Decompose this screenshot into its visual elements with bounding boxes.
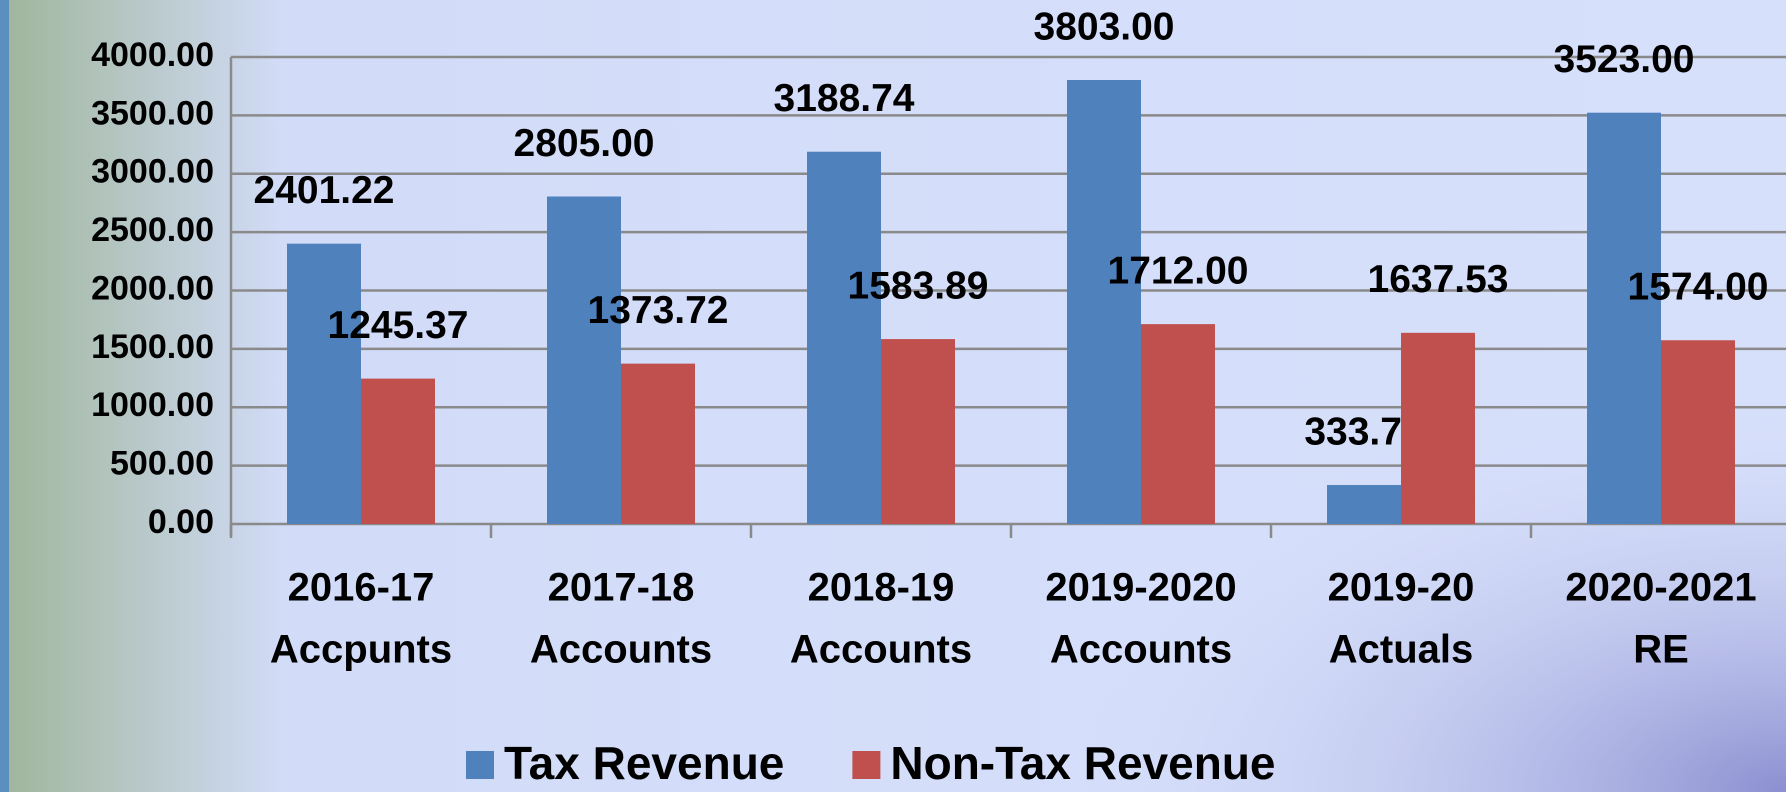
legend-swatch [466,751,494,779]
data-label: 2401.22 [254,169,395,212]
y-tick-label: 1500.00 [91,328,214,366]
bar [881,339,955,524]
bar [807,151,881,524]
bar [1401,332,1475,524]
y-tick-label: 4000.00 [91,36,214,74]
y-tick-label: 3000.00 [91,153,214,191]
bar [547,196,621,525]
y-tick-label: 2500.00 [91,211,214,249]
data-label: 1583.89 [848,264,989,307]
bar [287,243,361,524]
x-tick-label: Accounts [1050,628,1232,672]
data-label: 1712.00 [1108,249,1249,292]
data-label: 1574.00 [1628,266,1769,309]
x-tick-label: Accounts [790,628,972,672]
data-label: 1245.37 [328,304,469,347]
bar [1661,340,1735,524]
bar [1067,79,1141,524]
x-tick-label: Accounts [530,628,712,672]
x-tick-label: 2018-19 [808,566,955,610]
data-label: 1373.72 [588,289,729,332]
left-edge [0,0,9,792]
y-tick-label: 3500.00 [91,94,214,132]
bar [621,363,695,524]
legend-swatch [852,751,881,779]
legend-label: Tax Revenue [504,737,784,789]
x-tick-label: 2019-2020 [1045,566,1236,610]
data-label: 3803.00 [1034,5,1175,48]
x-tick-label: 2017-18 [548,566,695,610]
data-label: 3188.74 [774,77,915,120]
x-tick-label: RE [1633,628,1689,672]
y-tick-label: 0.00 [148,503,214,541]
y-tick-label: 2000.00 [91,269,214,307]
x-tick-label: 2016-17 [288,566,435,610]
data-label: 1637.53 [1368,258,1509,301]
x-tick-label: Accpunts [270,628,452,672]
legend-label: Non-Tax Revenue [890,737,1275,789]
bar [1141,324,1215,524]
bar [361,378,435,524]
data-label: 3523.00 [1554,38,1695,81]
bar [1587,112,1661,524]
x-tick-label: 2019-20 [1328,566,1475,610]
bar [1327,485,1401,524]
y-tick-label: 1000.00 [91,386,214,424]
y-tick-label: 500.00 [110,445,214,483]
data-label: 2805.00 [514,122,655,165]
x-tick-label: Actuals [1329,628,1474,672]
x-tick-label: 2020-2021 [1565,566,1756,610]
